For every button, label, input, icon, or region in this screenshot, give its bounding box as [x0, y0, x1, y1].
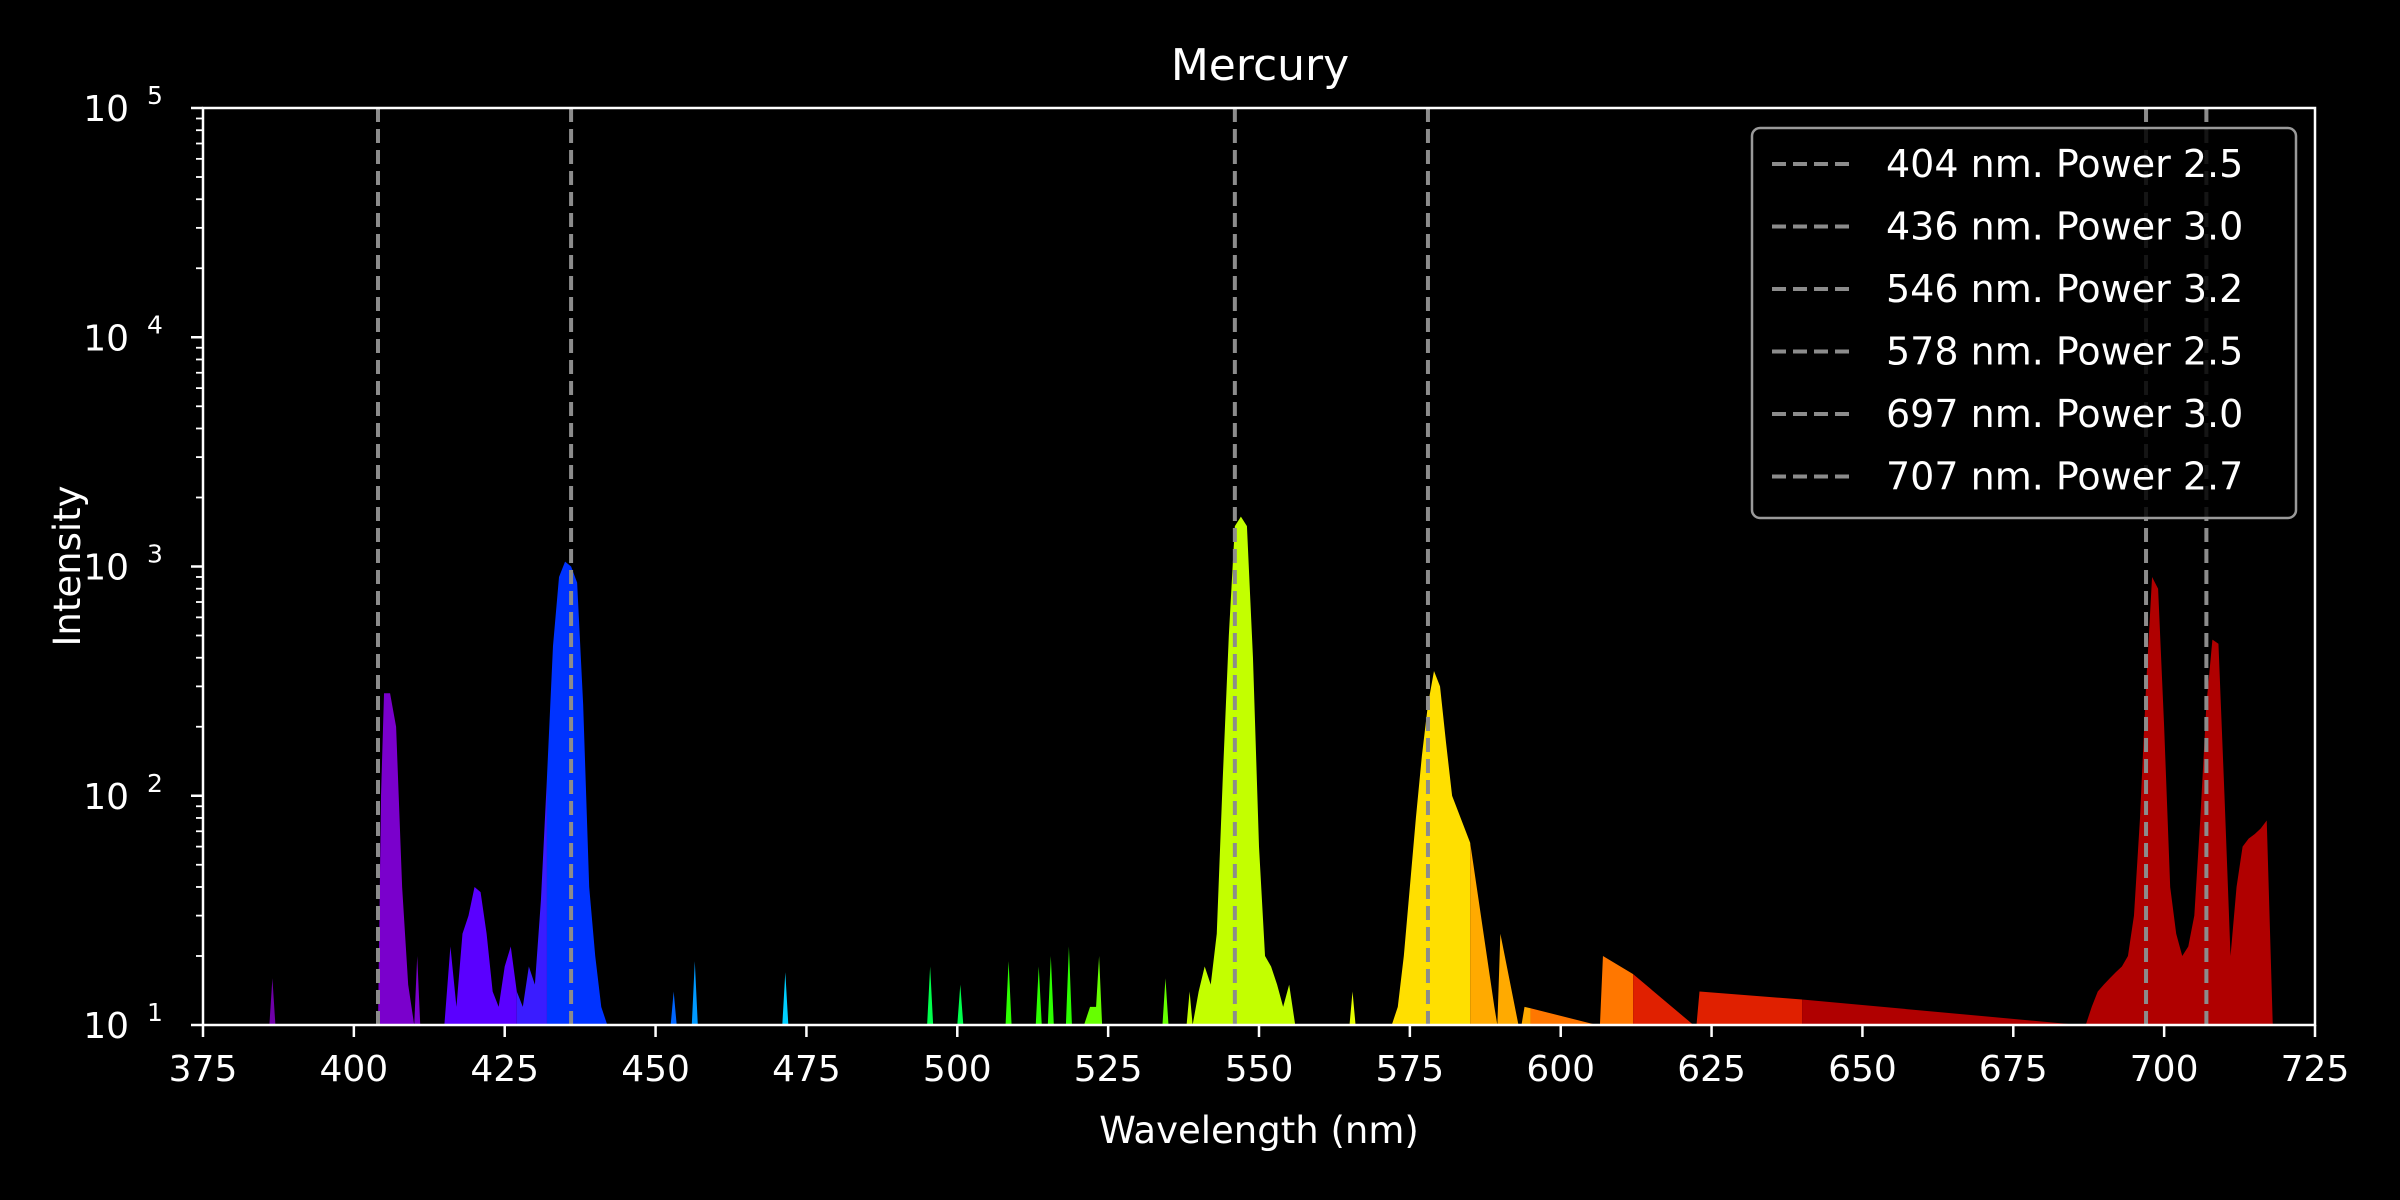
spectrum-band-15: [1530, 955, 1634, 1025]
spectrum-band-17: [1802, 576, 2285, 1025]
spectrum-band-13: [1379, 671, 1471, 1025]
legend-label: 697 nm. Power 3.0: [1886, 392, 2243, 436]
x-tick-label: 475: [772, 1049, 841, 1090]
x-tick-label: 650: [1828, 1049, 1897, 1090]
x-tick-label: 375: [169, 1049, 238, 1090]
x-tick-label: 400: [319, 1049, 388, 1090]
chart-title: Mercury: [1171, 40, 1349, 91]
x-tick-label: 625: [1677, 1049, 1746, 1090]
x-tick-label: 700: [2130, 1049, 2199, 1090]
y-tick-exponent: 2: [147, 769, 163, 798]
spectrum-band-10: [1077, 955, 1175, 1025]
x-tick-label: 575: [1375, 1049, 1444, 1090]
x-axis-title: Wavelength (nm): [1099, 1109, 1419, 1152]
spectrum-band-3: [516, 777, 547, 1025]
reference-lines: [375, 108, 2209, 1025]
y-tick-label: 10: [83, 89, 129, 130]
legend-label: 707 nm. Power 2.7: [1886, 455, 2243, 499]
y-tick-exponent: 4: [147, 310, 163, 339]
legend-label: 404 nm. Power 2.5: [1886, 142, 2243, 186]
y-tick-label: 10: [83, 777, 129, 818]
y-tick-base: 10: [83, 318, 129, 359]
spectrum-band-14: [1470, 842, 1531, 1025]
y-tick-base: 10: [83, 548, 129, 589]
y-tick-label: 10: [83, 318, 129, 359]
y-tick-label: 10: [83, 1006, 129, 1047]
spectrum-band-9: [969, 946, 1078, 1025]
x-tick-label: 425: [470, 1049, 539, 1090]
y-tick-base: 10: [83, 89, 129, 130]
spectrum-band-4: [546, 561, 620, 1025]
x-tick-label: 600: [1526, 1049, 1595, 1090]
spectrum-band-1: [353, 693, 427, 1025]
x-tick-label: 525: [1074, 1049, 1143, 1090]
x-tick-label: 550: [1225, 1049, 1294, 1090]
y-tick-base: 10: [83, 1006, 129, 1047]
y-tick-base: 10: [83, 777, 129, 818]
legend: 404 nm. Power 2.5 436 nm. Power 3.0 546 nm…: [1750, 126, 2298, 520]
y-tick-label: 10: [83, 548, 129, 589]
spectrum-band-5: [619, 991, 686, 1025]
legend-label: 546 nm. Power 3.2: [1886, 267, 2243, 311]
spectrum-band-16: [1633, 974, 1803, 1025]
x-tick-label: 725: [2281, 1049, 2350, 1090]
spectrum-band-11: [1174, 516, 1320, 1025]
y-tick-exponent: 1: [147, 998, 163, 1027]
y-axis-title: Intensity: [46, 485, 89, 646]
y-tick-exponent: 3: [147, 540, 163, 569]
spectrum-fills: [233, 516, 2285, 1025]
spectrum-band-2: [426, 886, 517, 1025]
legend-label: 436 nm. Power 3.0: [1886, 205, 2243, 249]
legend-box: [1750, 126, 2298, 520]
y-axis: 10 1 10 2 10 3 10 4 10 5: [83, 81, 203, 1047]
x-tick-label: 450: [621, 1049, 690, 1090]
x-axis: 375 400 425 450 475 500 525 550 575 600 625 650 675 7…: [169, 1025, 2350, 1090]
legend-label: 578 nm. Power 2.5: [1886, 330, 2243, 374]
y-tick-exponent: 5: [147, 81, 163, 110]
x-tick-label: 675: [1979, 1049, 2048, 1090]
x-tick-label: 500: [923, 1049, 992, 1090]
spectrum-band-8: [866, 966, 970, 1025]
